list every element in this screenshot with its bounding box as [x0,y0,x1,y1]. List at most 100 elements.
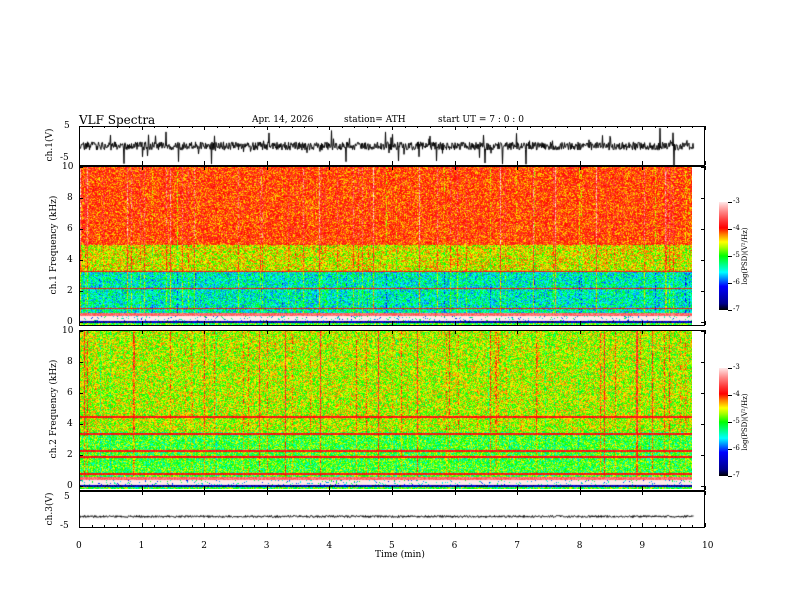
x-tick-label: 10 [702,541,714,551]
tick-mark [579,126,581,130]
colorbar-tick-label: -6 [733,444,740,452]
ch2-spectrogram-image [80,331,692,489]
tick-mark [141,491,143,495]
tick-mark [454,126,456,130]
tick-mark [379,126,381,128]
x-tick-label: 3 [263,541,270,551]
tick-mark [141,523,143,527]
colorbar-tick-label: -4 [733,224,740,232]
tick-mark [154,525,156,527]
tick-mark [701,424,705,425]
tick-mark [642,486,644,490]
tick-mark [79,229,83,230]
tick-mark [728,283,732,284]
x-tick-label: 4 [326,541,333,551]
tick-mark [454,491,456,495]
colorbar-tick-label: -5 [733,417,740,425]
tick-mark [266,486,268,490]
tick-mark [79,322,83,323]
tick-mark [392,491,393,495]
y-tick-label: 2 [67,450,73,460]
tick-mark [329,321,331,325]
tick-mark [504,126,506,128]
tick-mark [204,491,206,495]
tick-mark [667,525,669,527]
x-tick-label: 8 [576,541,583,551]
tick-mark [141,166,143,170]
tick-mark [216,525,218,527]
tick-mark [504,525,506,527]
ch1-spectrogram-ylabel: ch.1 Frequency (kHz) [49,195,59,295]
tick-mark [79,291,83,292]
tick-mark [579,321,581,325]
tick-mark [567,126,569,128]
tick-mark [204,126,206,130]
tick-mark [392,523,393,527]
tick-mark [701,486,705,487]
tick-mark [604,525,606,527]
tick-mark [79,362,83,363]
colorbar-tick-label: -3 [733,363,740,371]
tick-mark [517,523,519,527]
tick-mark [254,525,256,527]
tick-mark [79,486,83,487]
tick-mark [116,126,118,128]
y-tick-label: 8 [67,193,73,203]
tick-mark [642,126,644,130]
x-axis-label: Time (min) [375,550,425,560]
tick-mark [705,523,706,527]
tick-mark [329,491,331,495]
tick-mark [728,449,732,450]
tick-mark [341,525,343,527]
tick-mark [329,486,331,490]
tick-mark [141,321,143,325]
tick-mark [701,291,705,292]
tick-mark [266,161,268,165]
tick-mark [604,126,606,128]
tick-mark [266,166,268,170]
tick-mark [366,525,368,527]
tick-mark [705,321,706,325]
ch2-spectrogram-ylabel: ch.2 Frequency (kHz) [49,359,59,459]
tick-mark [642,321,644,325]
tick-mark [129,525,130,527]
tick-mark [579,161,581,165]
tick-mark [679,126,681,128]
colorbar-tick-label: -7 [733,305,740,313]
y-tick-label: 0 [67,481,73,491]
tick-mark [79,260,83,261]
tick-mark [392,486,393,490]
tick-mark [266,491,268,495]
tick-mark [179,525,181,527]
tick-mark [392,321,393,325]
tick-mark [329,166,331,170]
tick-mark [141,126,143,130]
tick-mark [279,525,281,527]
tick-mark [705,330,706,334]
colorbar-tick-label: -5 [733,251,740,259]
tick-mark [91,525,93,527]
tick-mark [429,525,431,527]
tick-mark [701,198,705,199]
ch2-colorbar-label: log(PSD)(V²/Hz) [741,393,749,451]
tick-mark [191,525,193,527]
tick-mark [442,126,443,128]
tick-mark [517,321,519,325]
tick-mark [554,525,556,527]
tick-mark [692,126,694,128]
tick-mark [166,525,168,527]
tick-mark [379,525,381,527]
colorbar-tick-label: -7 [733,471,740,479]
tick-mark [417,126,418,128]
tick-mark [116,525,118,527]
tick-mark [266,523,268,527]
tick-mark [79,321,80,325]
tick-mark [454,523,456,527]
x-tick-label: 9 [639,541,646,551]
y-tick-label: 4 [67,419,73,429]
tick-mark [728,476,732,477]
tick-mark [417,525,418,527]
tick-mark [454,330,456,334]
tick-mark [104,525,105,527]
colorbar-tick-label: -6 [733,278,740,286]
